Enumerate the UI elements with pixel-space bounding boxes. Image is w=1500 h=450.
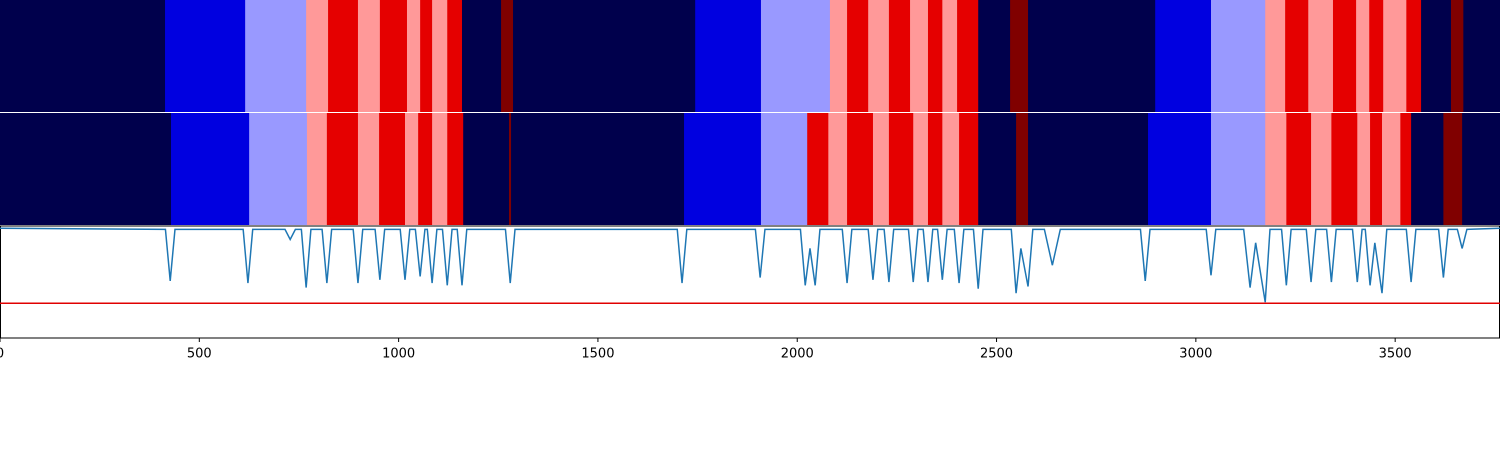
segment: [1411, 113, 1444, 225]
segment: [1463, 0, 1500, 112]
segment: [447, 113, 464, 225]
segment: [927, 0, 943, 112]
segment: [0, 113, 172, 225]
segment: [171, 113, 250, 225]
segment: [1285, 0, 1309, 112]
segment: [910, 0, 929, 112]
segment: [847, 113, 874, 225]
x-tick-label: 1000: [382, 347, 415, 362]
x-tick-label: 3500: [1379, 347, 1412, 362]
segment: [868, 0, 890, 112]
segment: [828, 113, 848, 225]
segment: [513, 0, 696, 112]
segment: [501, 0, 514, 112]
segment: [1400, 113, 1412, 225]
segment: [357, 113, 380, 225]
segment: [807, 113, 829, 225]
segment: [0, 0, 166, 112]
segment: [1356, 0, 1370, 112]
segment: [447, 0, 463, 112]
segment: [684, 113, 762, 225]
x-tick-label: 3000: [1179, 347, 1212, 362]
segment: [959, 113, 979, 225]
segment: [927, 113, 943, 225]
segment: [760, 113, 808, 225]
segment: [511, 113, 685, 225]
segment: [760, 0, 831, 112]
segment: [418, 113, 433, 225]
segment: [1016, 113, 1029, 225]
segment: [165, 0, 246, 112]
segment: [432, 0, 448, 112]
segment: [1010, 0, 1029, 112]
segment: [1028, 0, 1156, 112]
segment: [1286, 113, 1312, 225]
segment: [942, 113, 960, 225]
segment: [463, 113, 510, 225]
segment: [406, 0, 421, 112]
segment: [509, 113, 512, 225]
segment: [432, 113, 448, 225]
segment: [1357, 113, 1371, 225]
segment: [379, 0, 408, 112]
segment: [1211, 113, 1266, 225]
segment: [1450, 0, 1464, 112]
segment: [245, 0, 307, 112]
segment: [306, 113, 328, 225]
segment: [942, 0, 958, 112]
segment: [1383, 0, 1407, 112]
segment: [1155, 0, 1212, 112]
segment: [1211, 0, 1266, 112]
segment: [1332, 0, 1357, 112]
segment: [978, 0, 1011, 112]
x-tick-label: 500: [187, 347, 212, 362]
x-tick-label: 2500: [980, 347, 1013, 362]
segment: [1308, 0, 1334, 112]
segment: [695, 0, 762, 112]
score-line: [0, 227, 1500, 303]
segment: [1265, 113, 1287, 225]
segment: [872, 113, 890, 225]
segment: [957, 0, 979, 112]
segment: [379, 113, 406, 225]
segment: [1331, 113, 1358, 225]
segment: [357, 0, 381, 112]
segment: [888, 113, 914, 225]
x-tick-label: 1500: [581, 347, 614, 362]
segment: [306, 0, 329, 112]
panel-frame: [0, 225, 1500, 339]
segment: [1265, 0, 1286, 112]
segment: [1148, 113, 1212, 225]
segment: [1370, 113, 1383, 225]
segment: [326, 113, 359, 225]
segment: [249, 113, 308, 225]
segment: [404, 113, 419, 225]
segment: [1462, 113, 1500, 225]
x-tick-label: 0: [0, 347, 4, 362]
segment: [328, 0, 359, 112]
segment: [1028, 113, 1149, 225]
segment: [829, 0, 848, 112]
segment: [420, 0, 433, 112]
segment: [1406, 0, 1422, 112]
segment: [847, 0, 869, 112]
segment: [1369, 0, 1384, 112]
segment: [888, 0, 911, 112]
segment: [1443, 113, 1463, 225]
segment: [1421, 0, 1452, 112]
segment: [913, 113, 929, 225]
segment: [461, 0, 502, 112]
segment: [978, 113, 1017, 225]
segment: [1311, 113, 1332, 225]
segment: [1382, 113, 1401, 225]
x-tick-label: 2000: [781, 347, 814, 362]
